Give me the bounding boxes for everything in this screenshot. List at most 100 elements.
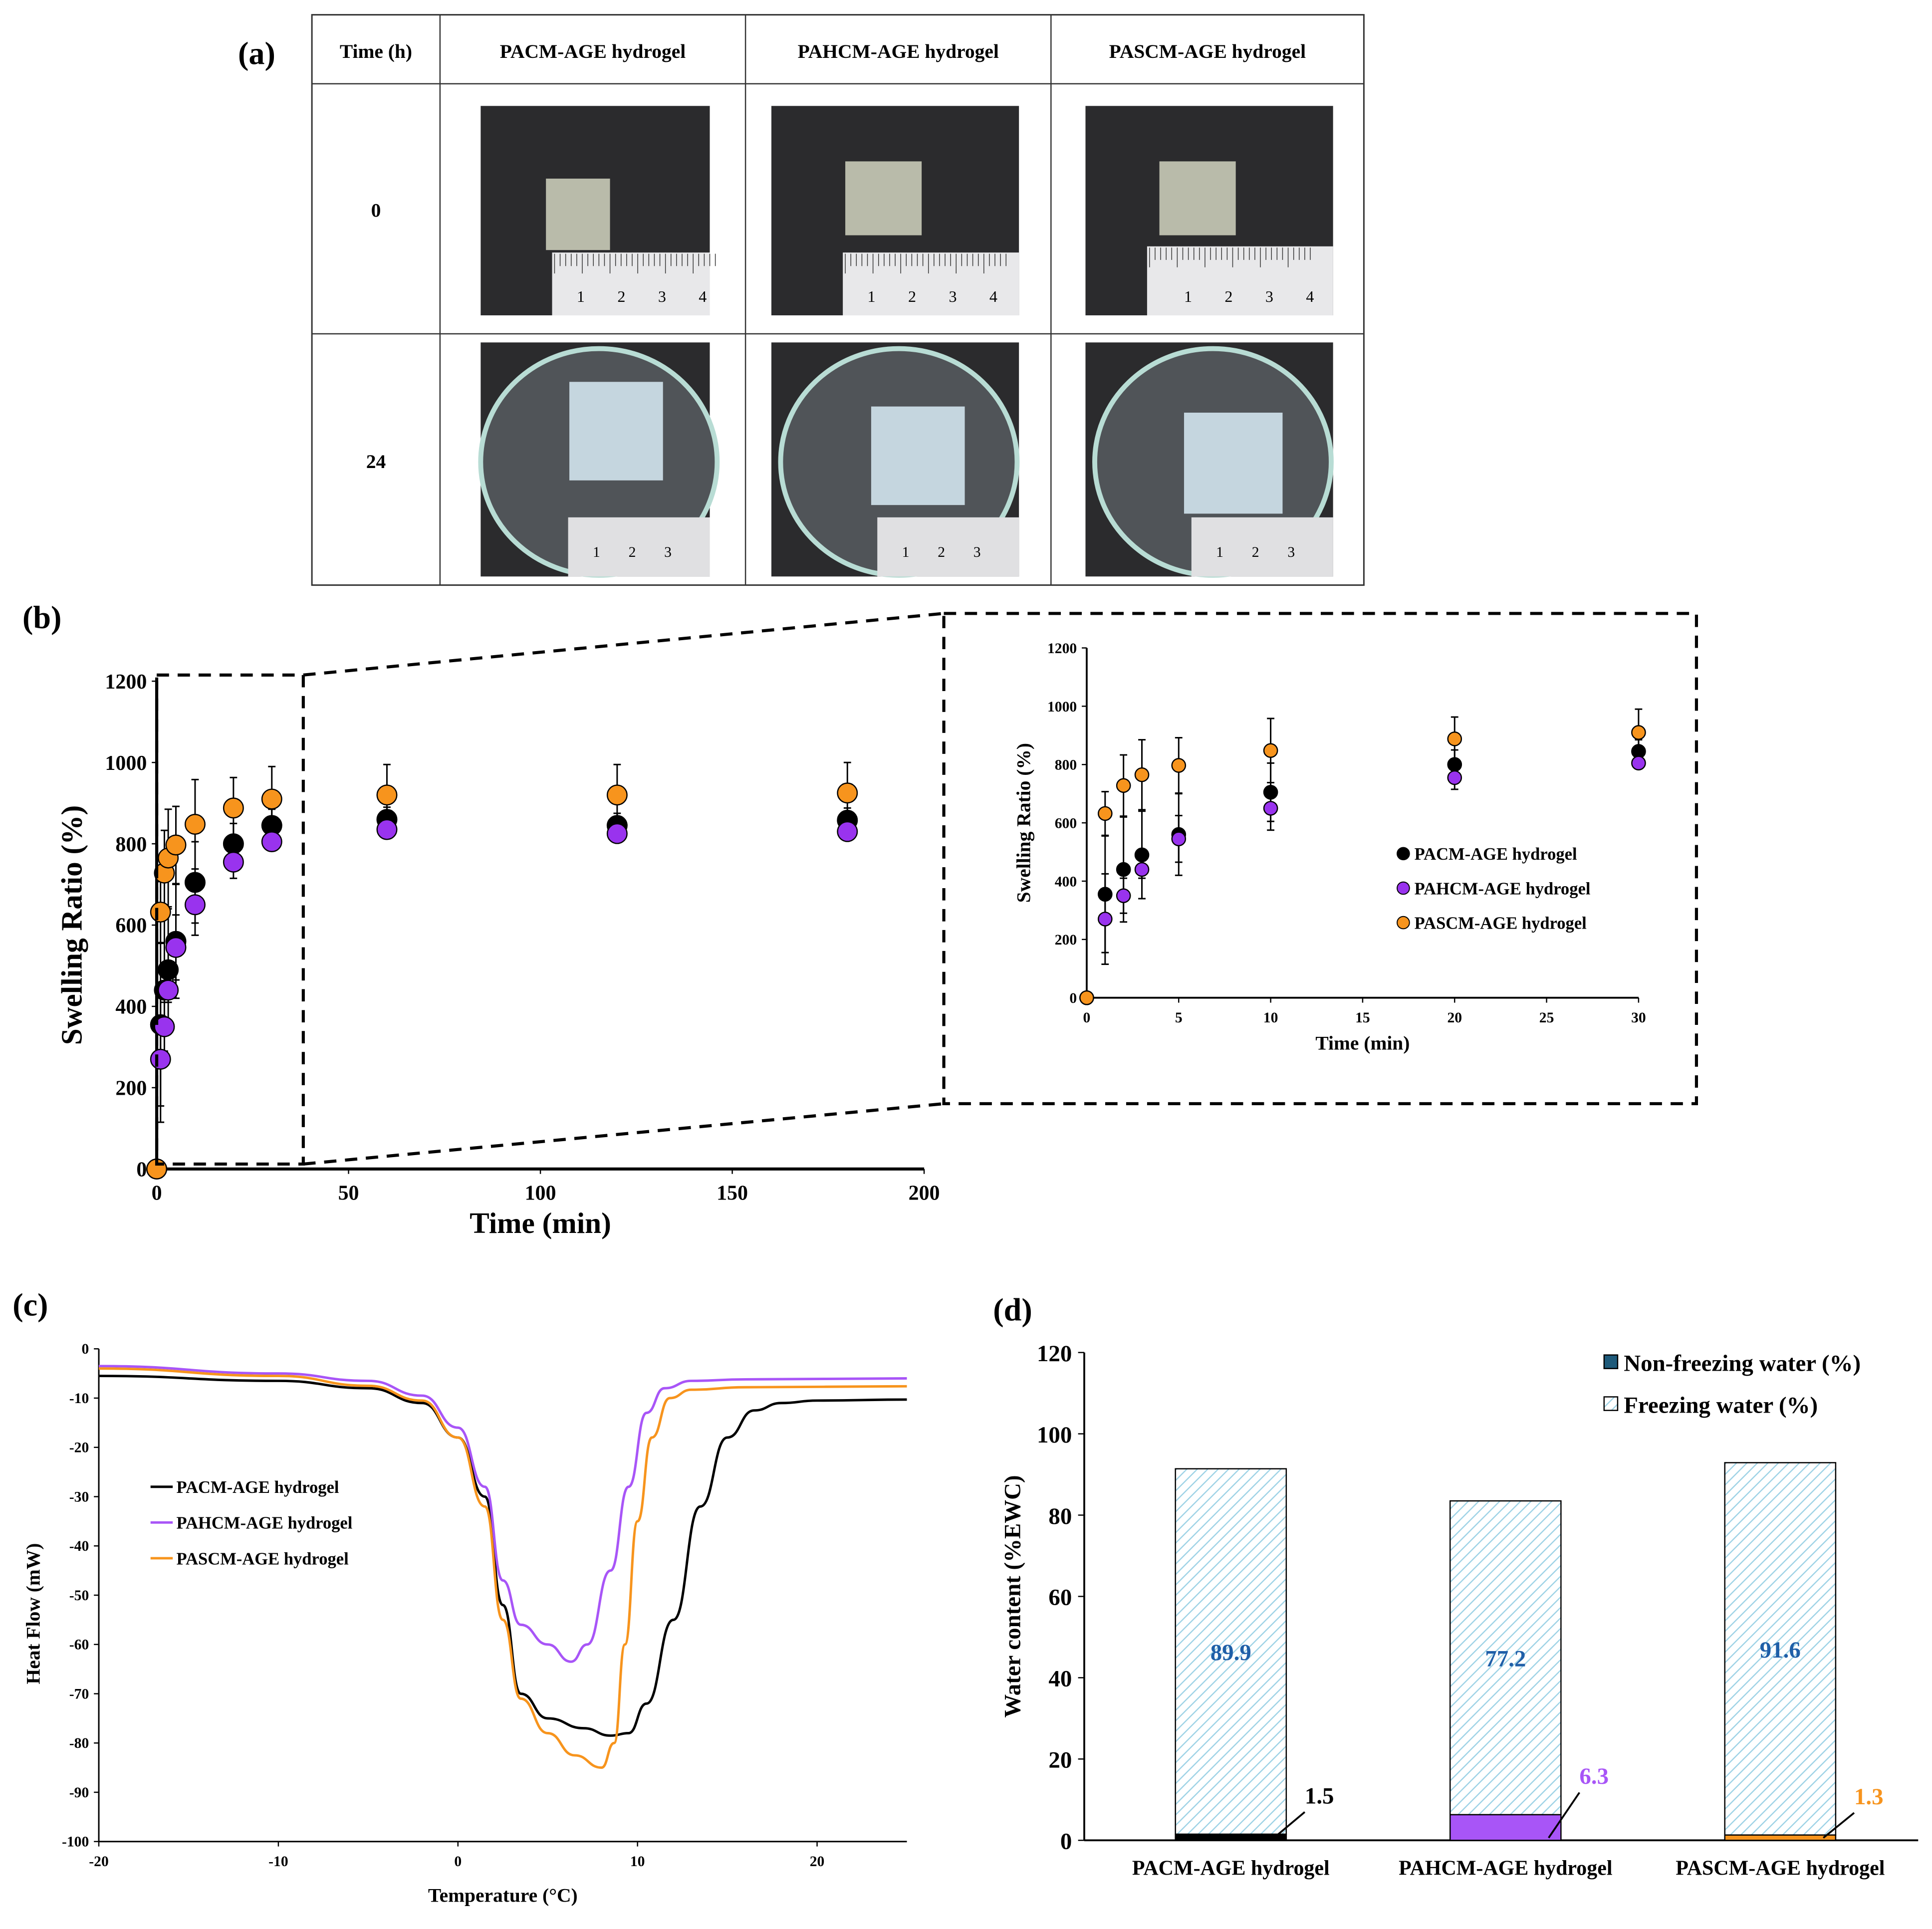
bar-nonfreezing-1 bbox=[1449, 1814, 1562, 1841]
x-tick-label: 100 bbox=[525, 1182, 556, 1205]
legend-label-nonfreezing: Non-freezing water (%) bbox=[1624, 1351, 1861, 1377]
ruler-number: 1 bbox=[868, 287, 876, 305]
y-tick-label: 100 bbox=[1037, 1422, 1072, 1448]
x-tick-label: 25 bbox=[1539, 1010, 1554, 1026]
data-point-1 bbox=[1447, 770, 1462, 785]
ruler-number: 1 bbox=[902, 544, 910, 560]
swollen-gel bbox=[1184, 413, 1283, 514]
x-tick-label: 200 bbox=[909, 1182, 940, 1205]
dsc-curve-1 bbox=[99, 1365, 907, 1663]
y-tick-label: 1200 bbox=[1047, 641, 1077, 657]
ruler-number: 2 bbox=[1252, 544, 1259, 560]
swollen-gel bbox=[569, 382, 663, 481]
data-point-2 bbox=[1116, 778, 1131, 793]
label-leader-1 bbox=[1548, 1792, 1580, 1839]
y-tick-label: 0 bbox=[1069, 990, 1077, 1006]
swelling-chart-inset: 0 5 10 15 20 25 30 0 200 400 600 800 1000 1200 Time (m… bbox=[1012, 641, 1646, 1054]
bar-label-freezing-2: 91.6 bbox=[1760, 1637, 1801, 1663]
y-tick-label: 800 bbox=[115, 833, 147, 856]
row-label-0h: 0 bbox=[371, 199, 381, 221]
y-tick-label: 0 bbox=[1060, 1829, 1072, 1855]
data-point-1 bbox=[1097, 912, 1113, 927]
data-point-1 bbox=[1116, 888, 1131, 903]
ruler-number: 3 bbox=[1265, 287, 1273, 305]
y-tick-label: 600 bbox=[115, 915, 147, 938]
zoom-connector-top bbox=[303, 612, 944, 677]
ruler bbox=[1147, 246, 1333, 315]
data-point-1 bbox=[223, 851, 244, 873]
header-pahcm: PAHCM-AGE hydrogel bbox=[798, 40, 999, 62]
x-tick-label: 30 bbox=[1631, 1010, 1646, 1026]
legend-label-0: PACM-AGE hydrogel bbox=[1415, 845, 1577, 864]
y-tick-label: -30 bbox=[69, 1489, 89, 1505]
ruler bbox=[1191, 517, 1333, 577]
data-point-1 bbox=[154, 1016, 175, 1037]
data-point-2 bbox=[1134, 767, 1150, 782]
panel-label-d: (d) bbox=[993, 1292, 1032, 1327]
ruler-number: 2 bbox=[908, 287, 916, 305]
bar-label-nonfreezing-1: 6.3 bbox=[1579, 1763, 1609, 1789]
legend-marker-0 bbox=[1397, 847, 1410, 861]
data-point-2 bbox=[606, 784, 628, 806]
ruler-number: 3 bbox=[949, 287, 957, 305]
bar-label-nonfreezing-0: 1.5 bbox=[1305, 1783, 1334, 1809]
bar-freezing-1 bbox=[1449, 1500, 1562, 1816]
x-tick-label: -20 bbox=[89, 1854, 108, 1870]
y-tick-label: 60 bbox=[1048, 1585, 1072, 1611]
y-tick-label: -70 bbox=[69, 1686, 89, 1702]
y-axis-label: Swelling Ratio (%) bbox=[1012, 743, 1034, 903]
y-tick-label: 400 bbox=[1055, 874, 1077, 890]
ruler-number: 4 bbox=[699, 287, 707, 305]
x-axis-label: Time (min) bbox=[1315, 1032, 1410, 1054]
bar-nonfreezing-2 bbox=[1724, 1834, 1837, 1841]
gel-sample bbox=[1159, 161, 1236, 236]
header-time: Time (h) bbox=[340, 40, 412, 62]
ruler-number: 2 bbox=[629, 544, 636, 560]
data-point-2 bbox=[184, 813, 206, 835]
legend-label-freezing: Freezing water (%) bbox=[1624, 1393, 1818, 1419]
data-point-1 bbox=[184, 894, 206, 916]
x-category-label-2: PASCM-AGE hydrogel bbox=[1676, 1857, 1885, 1880]
x-tick-label: 20 bbox=[1447, 1010, 1462, 1026]
data-point-2 bbox=[150, 901, 171, 923]
panel-label-b: (b) bbox=[22, 600, 61, 635]
y-axis-label: Water content (%EWC) bbox=[1000, 1475, 1026, 1717]
data-point-0 bbox=[158, 959, 179, 980]
y-tick-label: -60 bbox=[69, 1637, 89, 1653]
data-point-1 bbox=[1171, 831, 1187, 847]
y-tick-label: -90 bbox=[69, 1785, 89, 1801]
data-point-2 bbox=[837, 782, 858, 804]
x-tick-label: 10 bbox=[1263, 1010, 1278, 1026]
ruler bbox=[877, 517, 1019, 577]
label-leader-0 bbox=[1273, 1811, 1306, 1839]
x-axis-label: Temperature (°C) bbox=[428, 1885, 578, 1907]
y-tick-label: 1200 bbox=[105, 671, 147, 694]
legend-swatch-freezing bbox=[1603, 1396, 1619, 1411]
zoom-connector-bottom bbox=[303, 1102, 944, 1166]
x-tick-label: -10 bbox=[268, 1854, 288, 1870]
y-tick-label: 0 bbox=[136, 1158, 147, 1181]
photo-table: Time (h) PACM-AGE hydrogel PAHCM-AGE hyd… bbox=[311, 14, 1365, 586]
ruler bbox=[568, 517, 710, 577]
data-point-2 bbox=[1079, 990, 1094, 1005]
gel-sample bbox=[546, 178, 610, 250]
inset-frame bbox=[942, 612, 1698, 1106]
data-point-0 bbox=[223, 833, 244, 855]
panel-label-a: (a) bbox=[238, 35, 275, 71]
y-axis-label: Swelling Ratio (%) bbox=[55, 805, 88, 1045]
y-tick-label: -20 bbox=[69, 1440, 89, 1456]
data-point-1 bbox=[1134, 862, 1150, 877]
water-content-chart: 0 20 40 60 80 100 120 Water content (%EWC) 89.9 1… bbox=[1000, 1341, 1919, 1880]
swollen-gel bbox=[871, 406, 965, 505]
header-pascm: PASCM-AGE hydrogel bbox=[1109, 40, 1306, 62]
x-axis-label: Time (min) bbox=[470, 1206, 611, 1239]
bar-freezing-0 bbox=[1175, 1468, 1287, 1835]
legend-marker-1 bbox=[1397, 881, 1410, 895]
data-point-1 bbox=[165, 937, 187, 958]
legend-swatch-nonfreezing bbox=[1603, 1354, 1619, 1369]
x-tick-label: 150 bbox=[717, 1182, 748, 1205]
data-point-1 bbox=[261, 831, 282, 852]
x-tick-label: 0 bbox=[1083, 1010, 1091, 1026]
